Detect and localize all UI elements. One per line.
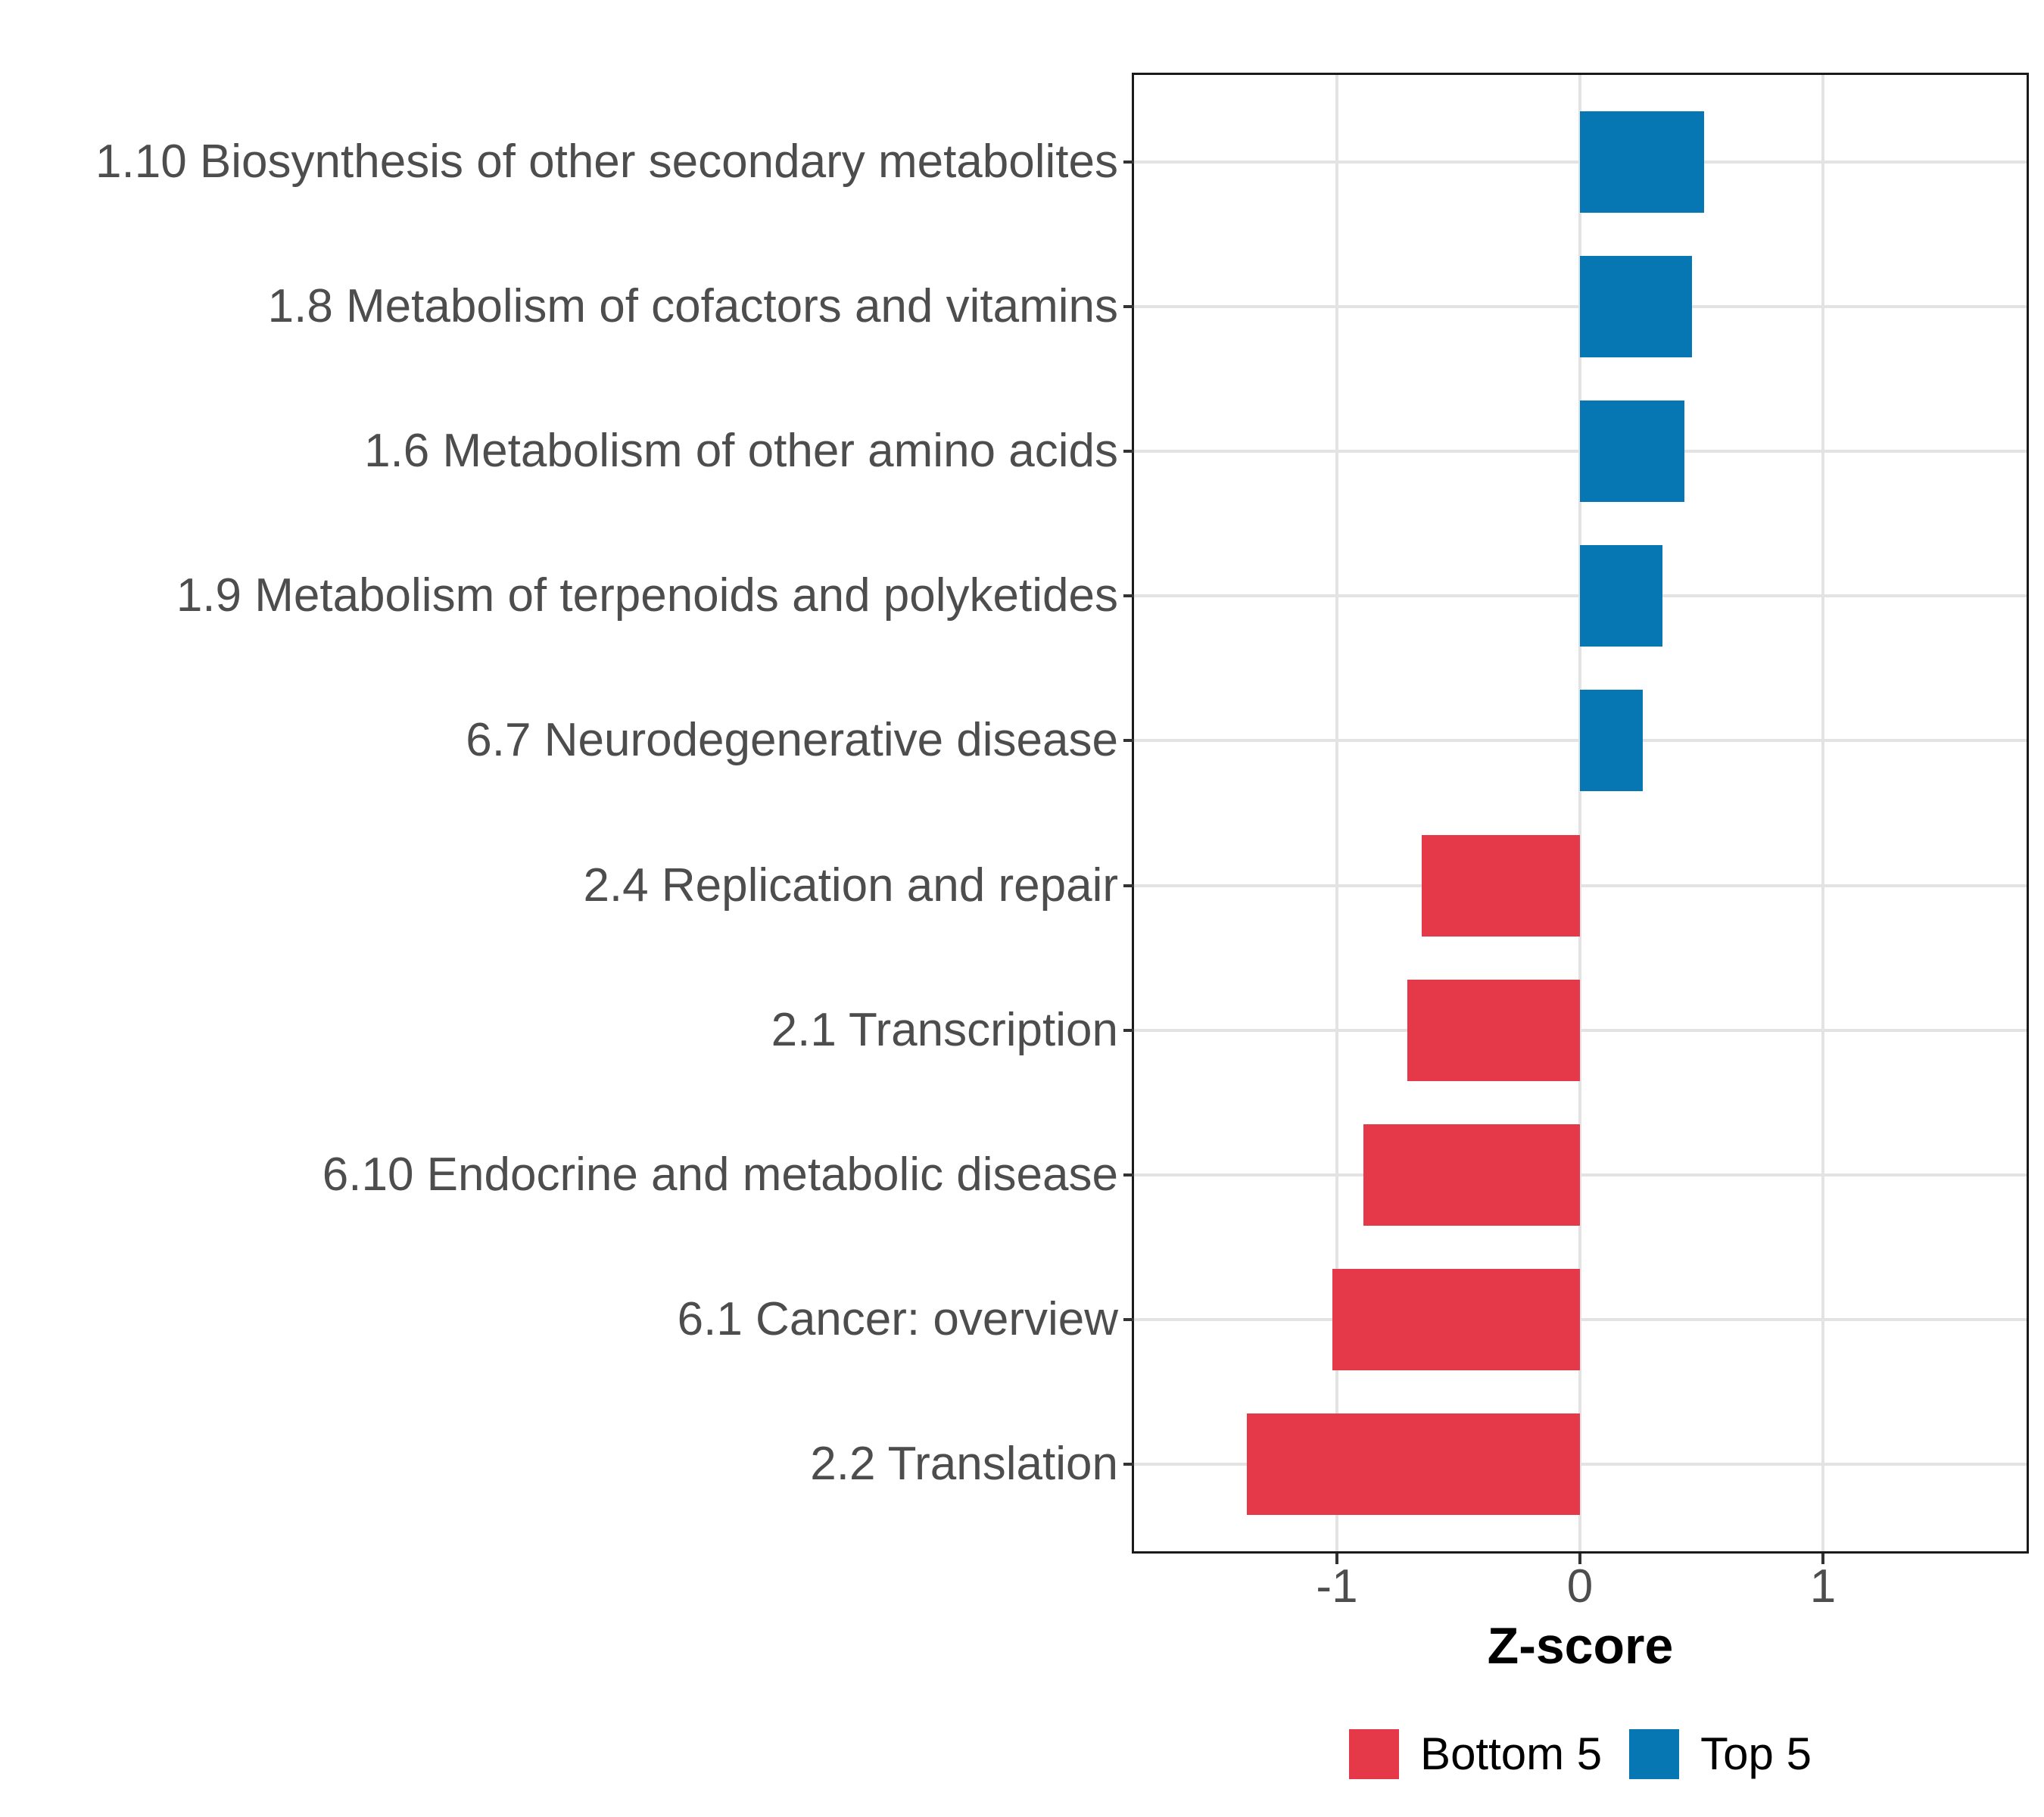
horizontal-gridline	[1134, 1318, 2027, 1322]
bar-3	[1580, 400, 1684, 502]
y-tick	[1123, 161, 1134, 164]
y-tick	[1123, 884, 1134, 887]
legend-item-bottom-5: Bottom 5	[1349, 1729, 1602, 1779]
y-axis-label: 2.4 Replication and repair	[583, 859, 1118, 912]
legend-label: Bottom 5	[1420, 1728, 1603, 1779]
x-tick	[1821, 1554, 1824, 1564]
legend-swatch-bottom-5	[1349, 1729, 1400, 1779]
legend-swatch-top-5	[1629, 1729, 1680, 1779]
legend-item-top-5: Top 5	[1629, 1729, 1812, 1779]
bar-5	[1580, 690, 1643, 791]
x-tick	[1335, 1554, 1338, 1564]
bar-2	[1580, 256, 1692, 357]
bar-7	[1407, 980, 1581, 1081]
y-axis-label: 1.10 Biosynthesis of other secondary met…	[95, 136, 1118, 188]
y-tick	[1123, 739, 1134, 742]
legend-label: Top 5	[1700, 1728, 1812, 1779]
y-axis-label: 1.9 Metabolism of terpenoids and polyket…	[176, 569, 1118, 622]
y-axis-label: 2.2 Translation	[810, 1438, 1118, 1490]
x-tick-label: -1	[1316, 1560, 1358, 1613]
y-tick	[1123, 1029, 1134, 1032]
x-axis-title: Z-score	[1487, 1617, 1674, 1675]
y-tick	[1123, 1463, 1134, 1466]
x-tick	[1578, 1554, 1581, 1564]
y-tick	[1123, 1173, 1134, 1177]
x-tick-label: 1	[1809, 1560, 1837, 1613]
y-axis-label: 6.7 Neurodegenerative disease	[466, 714, 1118, 766]
vertical-gridline	[1335, 75, 1338, 1551]
bar-4	[1580, 545, 1662, 647]
bar-10	[1247, 1413, 1581, 1515]
y-axis-label: 1.6 Metabolism of other amino acids	[364, 425, 1118, 477]
horizontal-gridline	[1134, 1463, 2027, 1466]
y-axis-label: 6.1 Cancer: overview	[677, 1293, 1118, 1345]
y-tick	[1123, 450, 1134, 453]
vertical-gridline	[1821, 75, 1824, 1551]
vertical-gridline	[1578, 75, 1581, 1551]
y-axis-label: 6.10 Endocrine and metabolic disease	[322, 1148, 1118, 1201]
horizontal-gridline	[1134, 1028, 2027, 1032]
bar-8	[1363, 1124, 1581, 1226]
x-tick-label: 0	[1566, 1560, 1594, 1613]
bar-1	[1580, 111, 1704, 213]
legend: Bottom 5 Top 5	[1134, 1729, 2027, 1779]
horizontal-gridline	[1134, 884, 2027, 887]
y-tick	[1123, 594, 1134, 597]
bar-6	[1422, 835, 1581, 937]
y-axis-label: 2.1 Transcription	[771, 1004, 1118, 1056]
y-tick	[1123, 305, 1134, 308]
plot-panel	[1132, 73, 2029, 1554]
horizontal-gridline	[1134, 1173, 2027, 1177]
y-axis-label: 1.8 Metabolism of cofactors and vitamins	[267, 280, 1118, 332]
bar-9	[1332, 1269, 1580, 1370]
y-tick	[1123, 1318, 1134, 1321]
